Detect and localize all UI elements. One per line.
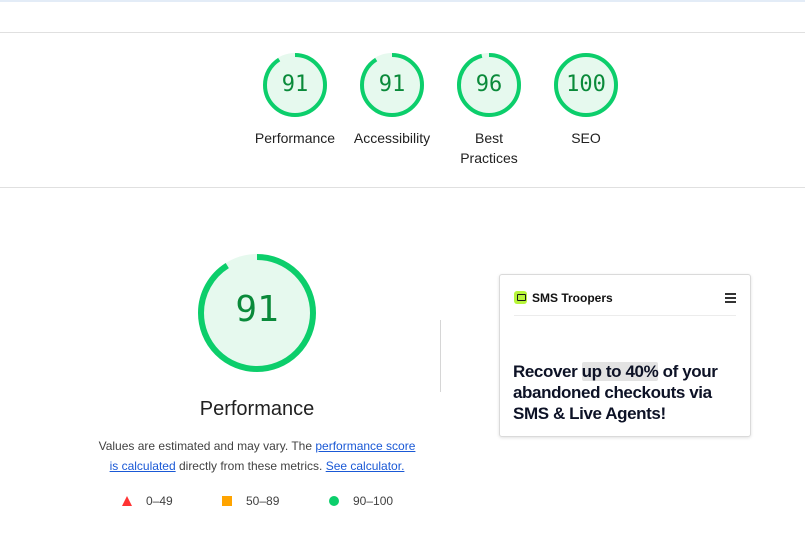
- brand-name: SMS Troopers: [532, 291, 613, 305]
- gauge-score: 100: [566, 72, 606, 97]
- performance-score: 91: [235, 289, 279, 330]
- gauge-arc: [360, 53, 424, 117]
- link-text: performance score: [315, 439, 416, 453]
- hamburger-menu-icon: [725, 293, 736, 303]
- performance-score-link[interactable]: performance score is calculated: [110, 439, 416, 473]
- headline-text: of your abandoned checkouts via SMS & Li…: [513, 362, 718, 423]
- gauge-ring: 91: [359, 52, 425, 118]
- performance-gauge-arc: [198, 254, 316, 372]
- gauge-score: 91: [281, 72, 309, 97]
- gauge-label: Best Practices: [439, 128, 539, 168]
- performance-gauge: 91: [196, 252, 318, 374]
- thumbnail-header-rule: [514, 315, 736, 316]
- performance-description: Values are estimated and may vary. The p…: [80, 436, 434, 476]
- square-icon: [222, 496, 232, 506]
- link-text: is calculated: [109, 459, 176, 473]
- gauge-arc: [457, 53, 521, 117]
- gauge-ring: 96: [456, 52, 522, 118]
- legend-range: 0–49: [146, 494, 173, 508]
- gauge-ring: 100: [553, 52, 619, 118]
- gauge-label: Performance: [254, 130, 336, 146]
- top-border: [0, 0, 805, 2]
- headline-text: Recover: [513, 362, 582, 381]
- category-scores: 91 Performance 91 Accessibility 96 Best …: [0, 52, 805, 182]
- desc-text: directly from these metrics.: [175, 459, 326, 473]
- gauge-best-practices[interactable]: 96 Best Practices: [439, 52, 539, 168]
- gauge-arc: [263, 53, 327, 117]
- chat-bubble-icon: [514, 291, 527, 304]
- desc-text: Values are estimated and may vary. The: [98, 439, 316, 453]
- circle-icon: [329, 496, 339, 506]
- gauge-score: 91: [378, 72, 406, 97]
- score-legend: 0–49 50–89 90–100: [0, 492, 805, 510]
- gauge-seo[interactable]: 100 SEO: [536, 52, 636, 148]
- thumbnail-header: SMS Troopers: [514, 289, 736, 307]
- thumbnail-headline: Recover up to 40% of your abandoned chec…: [513, 361, 743, 424]
- gauge-accessibility[interactable]: 91 Accessibility: [342, 52, 442, 148]
- gauge-label: Accessibility: [353, 130, 431, 146]
- gauge-performance[interactable]: 91 Performance: [245, 52, 345, 148]
- legend-range: 90–100: [353, 494, 394, 508]
- vertical-divider: [440, 320, 441, 392]
- final-screenshot-thumbnail[interactable]: SMS Troopers Recover up to 40% of your a…: [499, 274, 751, 437]
- gauge-label-line: Practices: [460, 150, 518, 166]
- performance-title: Performance: [199, 398, 315, 420]
- triangle-icon: [122, 496, 132, 506]
- gauge-arc: [554, 53, 618, 117]
- gauge-score: 96: [475, 72, 503, 97]
- gauge-label-line: Best: [474, 130, 503, 146]
- section-divider-bottom: [0, 187, 805, 188]
- headline-highlight: up to 40%: [581, 362, 659, 381]
- see-calculator-link[interactable]: See calculator.: [325, 459, 405, 473]
- gauge-ring: 91: [262, 52, 328, 118]
- gauge-label: SEO: [571, 130, 601, 146]
- legend-range: 50–89: [246, 494, 280, 508]
- section-divider-top: [0, 32, 805, 33]
